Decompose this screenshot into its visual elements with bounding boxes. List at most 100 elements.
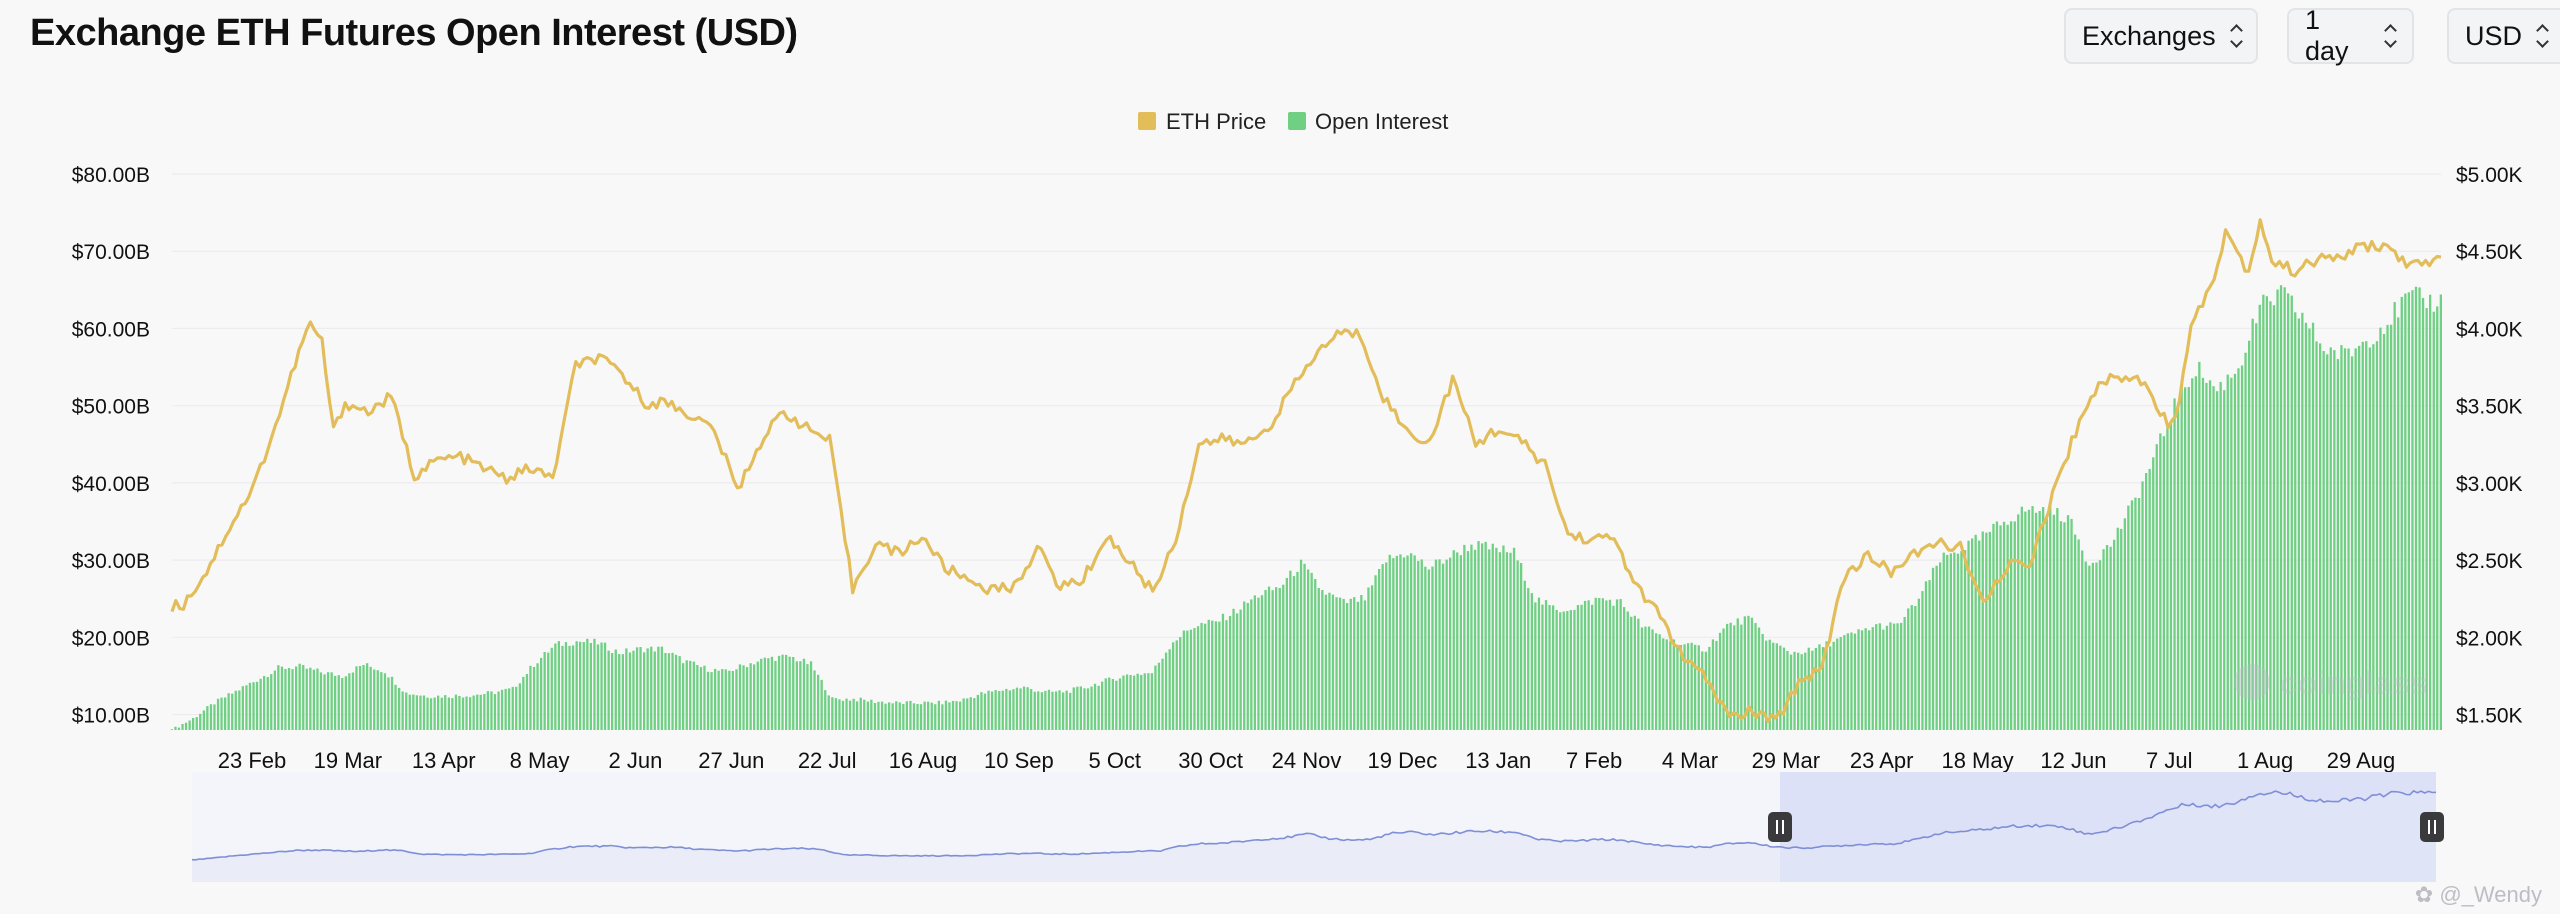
oi-bar xyxy=(2421,297,2425,730)
navigator-handle-right[interactable] xyxy=(2420,812,2444,842)
oi-bar xyxy=(2187,387,2190,730)
oi-bar xyxy=(1307,569,1310,730)
oi-bar xyxy=(582,642,585,730)
legend-label-eth-price: ETH Price xyxy=(1166,109,1266,134)
oi-bar xyxy=(2088,565,2091,730)
oi-bar xyxy=(1427,569,1430,730)
oi-bar xyxy=(1136,673,1139,730)
oi-bar xyxy=(319,672,323,730)
oi-bar xyxy=(1800,654,1803,730)
oi-bar xyxy=(2226,374,2229,730)
oi-bar xyxy=(1587,600,1590,730)
interval-select[interactable]: 1 day xyxy=(2287,5,2414,66)
oi-bar xyxy=(2113,539,2116,730)
oi-bar xyxy=(1349,598,1352,730)
oi-bar xyxy=(2297,318,2300,730)
oi-bar xyxy=(1981,531,1984,730)
oi-bar xyxy=(500,689,504,730)
oi-bar xyxy=(2045,516,2048,730)
oi-bar xyxy=(2432,311,2435,730)
oi-bar xyxy=(2191,378,2194,730)
oi-bar xyxy=(1015,687,1019,730)
oi-bar xyxy=(951,700,955,730)
oi-bar xyxy=(231,693,234,730)
navigator-handle-left[interactable] xyxy=(1768,812,1792,842)
oi-bar xyxy=(1633,615,1636,730)
oi-bar xyxy=(625,648,628,730)
x-tick-label: 5 Oct xyxy=(1088,748,1141,773)
oi-bar xyxy=(1640,627,1644,730)
oi-bar xyxy=(2109,546,2112,730)
oi-bar xyxy=(1104,678,1107,730)
oi-bar xyxy=(639,647,642,730)
oi-bar xyxy=(550,647,553,730)
oi-bar xyxy=(589,643,592,730)
oi-bar xyxy=(1775,643,1778,730)
oi-bar xyxy=(2042,507,2045,730)
oi-bar xyxy=(1417,560,1420,730)
oi-bar xyxy=(756,661,759,730)
oi-bar xyxy=(2056,508,2059,730)
oi-bar xyxy=(1537,597,1541,730)
oi-bar xyxy=(2319,343,2322,730)
oi-bar xyxy=(273,670,276,730)
y-left-tick-label: $20.00B xyxy=(72,627,150,650)
oi-bar xyxy=(2258,304,2261,730)
oi-bar xyxy=(1090,686,1093,730)
oi-bar xyxy=(387,677,390,730)
oi-bar xyxy=(1218,621,1221,730)
oi-bar xyxy=(1623,607,1626,730)
oi-bar xyxy=(866,701,869,730)
x-tick-label: 4 Mar xyxy=(1662,748,1718,773)
oi-bar xyxy=(2365,341,2368,730)
oi-bar xyxy=(1058,690,1061,730)
y-left-tick-label: $10.00B xyxy=(72,705,150,728)
oi-bar xyxy=(2034,512,2038,730)
oi-bar xyxy=(1022,686,1026,730)
x-tick-label: 7 Feb xyxy=(1566,748,1622,773)
oi-bar xyxy=(1850,632,1853,730)
interval-select-label: 1 day xyxy=(2305,5,2349,66)
oi-bar xyxy=(1530,593,1533,730)
oi-bar xyxy=(202,710,205,730)
x-tick-label: 7 Jul xyxy=(2146,748,2192,773)
oi-bar xyxy=(1676,645,1679,730)
oi-bar xyxy=(2169,422,2173,730)
oi-bar xyxy=(1939,562,1942,730)
oi-bar xyxy=(692,661,695,730)
oi-bar xyxy=(941,704,944,730)
oi-bar xyxy=(1903,617,1906,730)
oi-bar xyxy=(1679,645,1683,730)
oi-bar xyxy=(380,672,383,730)
y-left-tick-label: $60.00B xyxy=(72,318,150,341)
oi-bar xyxy=(1044,690,1047,730)
oi-bar xyxy=(295,666,298,730)
oi-bar xyxy=(483,694,486,730)
oi-bar xyxy=(575,641,578,730)
oi-bar xyxy=(1726,623,1729,730)
oi-bar xyxy=(2230,377,2233,730)
oi-bar xyxy=(891,703,894,730)
x-tick-label: 19 Dec xyxy=(1368,748,1438,773)
oi-bar xyxy=(1868,630,1871,730)
oi-bar xyxy=(2148,468,2151,730)
oi-bar xyxy=(1189,629,1193,730)
oi-bar xyxy=(1715,640,1718,730)
x-tick-label: 12 Jun xyxy=(2040,748,2106,773)
oi-bar xyxy=(1335,597,1338,730)
oi-bar xyxy=(1821,647,1825,730)
oi-bar xyxy=(2205,382,2208,730)
exchanges-select[interactable]: Exchanges xyxy=(2064,8,2258,64)
y-left-tick-label: $70.00B xyxy=(72,241,150,264)
oi-bar xyxy=(1054,691,1058,730)
oi-bar xyxy=(1221,613,1225,730)
y-left-tick-label: $30.00B xyxy=(72,550,150,573)
oi-bar xyxy=(1232,608,1235,730)
currency-select[interactable]: USD xyxy=(2447,8,2560,64)
y-left-tick-label: $50.00B xyxy=(72,396,150,419)
oi-bar xyxy=(1157,662,1161,730)
oi-bar xyxy=(2074,534,2077,730)
oi-bar xyxy=(2017,514,2020,730)
oi-bar xyxy=(1271,590,1274,730)
